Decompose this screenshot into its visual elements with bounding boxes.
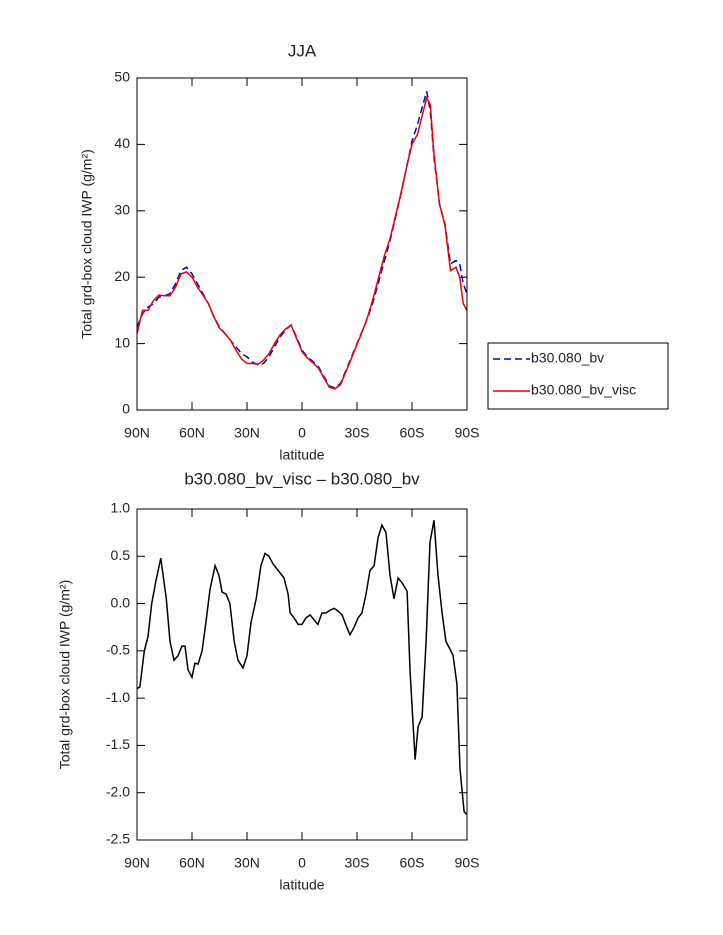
x-tick-label: 60N <box>179 855 205 871</box>
y-tick-label: 30 <box>114 202 130 218</box>
chart-title: b30.080_bv_visc – b30.080_bv <box>184 469 420 488</box>
x-tick-label: 90N <box>124 855 150 871</box>
y-tick-label: 50 <box>114 69 130 85</box>
x-tick-label: 60N <box>179 425 205 441</box>
y-axis-label: Total grd-box cloud IWP (g/m²) <box>79 149 95 339</box>
x-tick-label: 60S <box>400 425 425 441</box>
series-line <box>136 95 468 390</box>
y-tick-label: 0 <box>122 401 130 417</box>
y-tick-label: 20 <box>114 268 130 284</box>
x-axis-label: latitude <box>279 447 324 463</box>
plot-frame <box>136 77 468 411</box>
x-tick-label: 0 <box>298 425 306 441</box>
x-tick-label: 90N <box>124 425 150 441</box>
y-tick-label: -1.0 <box>106 689 130 705</box>
legend-box <box>487 342 669 410</box>
x-tick-label: 30S <box>345 425 370 441</box>
y-axis-label: Total grd-box cloud IWP (g/m²) <box>57 580 73 770</box>
legend-label: b30.080_bv_visc <box>531 382 636 398</box>
x-tick-label: 30S <box>345 855 370 871</box>
legend-label: b30.080_bv <box>531 350 604 366</box>
plot-frame <box>136 508 468 841</box>
x-tick-label: 30N <box>234 425 260 441</box>
series-line <box>136 520 468 816</box>
y-tick-label: 1.0 <box>111 500 131 516</box>
y-tick-label: 10 <box>114 334 130 350</box>
y-tick-label: -0.5 <box>106 642 130 658</box>
chart-title: JJA <box>288 41 317 60</box>
series-line <box>136 91 468 389</box>
y-tick-label: -2.0 <box>106 783 130 799</box>
y-tick-label: 0.0 <box>111 594 131 610</box>
x-tick-label: 0 <box>298 855 306 871</box>
x-tick-label: 30N <box>234 855 260 871</box>
y-tick-label: -2.5 <box>106 831 130 847</box>
x-tick-label: 90S <box>455 425 480 441</box>
x-tick-label: 90S <box>455 855 480 871</box>
x-tick-label: 60S <box>400 855 425 871</box>
y-tick-label: -1.5 <box>106 736 130 752</box>
y-tick-label: 0.5 <box>111 547 131 563</box>
y-tick-label: 40 <box>114 135 130 151</box>
x-axis-label: latitude <box>279 877 324 893</box>
